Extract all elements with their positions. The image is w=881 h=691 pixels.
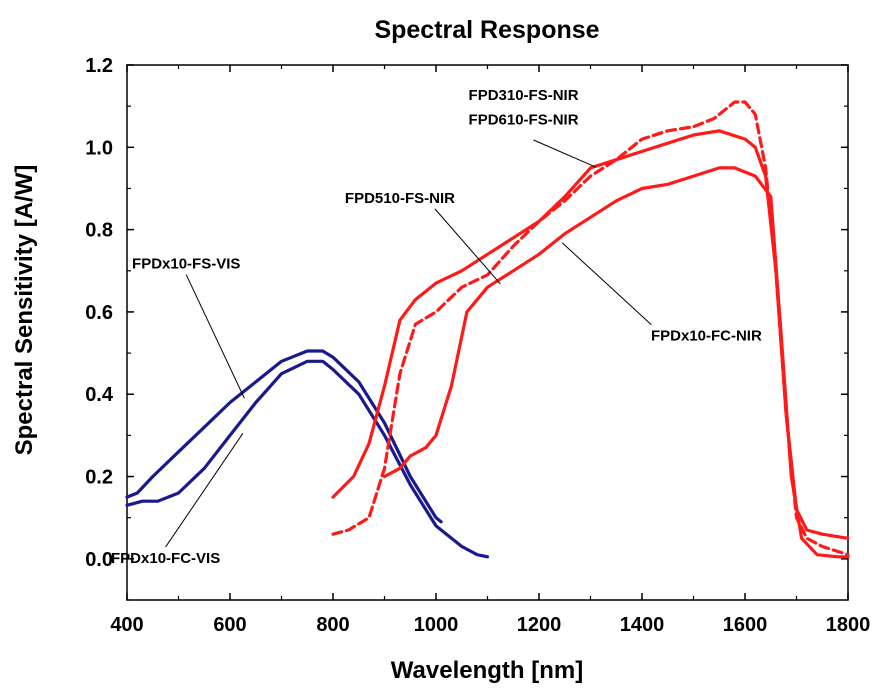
x-tick-label: 800 bbox=[316, 614, 349, 636]
y-tick-label: 0.2 bbox=[85, 467, 113, 489]
x-tick-label: 600 bbox=[213, 614, 246, 636]
annotation-leader bbox=[165, 433, 244, 548]
series-line-1 bbox=[125, 349, 443, 524]
x-tick-label: 1600 bbox=[723, 614, 768, 636]
annotation-leader bbox=[533, 139, 596, 168]
annotation-leader bbox=[434, 208, 501, 285]
series-line-4 bbox=[382, 166, 850, 559]
annotation-label: FPD310-FS-NIR bbox=[469, 87, 579, 104]
plot-area: 400 600 800 1000 1200 1400 1600 1800 0.0 0.2 0.4 0.… bbox=[85, 55, 870, 636]
y-tick-label: 1.2 bbox=[85, 55, 113, 77]
x-tick-label: 1000 bbox=[414, 614, 459, 636]
y-tick-label: 0.4 bbox=[85, 384, 114, 406]
annotation-label: FPD610-FS-NIR bbox=[469, 112, 579, 129]
annotation-label: FPDx10-FS-VIS bbox=[132, 256, 240, 273]
annotation-leader bbox=[561, 242, 652, 326]
x-tick-label: 1800 bbox=[826, 614, 871, 636]
chart-title: Spectral Response bbox=[374, 16, 599, 44]
annotation-leader bbox=[185, 274, 245, 399]
annotation-label: FPDx10-FC-NIR bbox=[651, 328, 762, 345]
y-tick-label: 0.0 bbox=[85, 549, 113, 571]
x-axis-label: Wavelength [nm] bbox=[391, 657, 583, 684]
x-tick-label: 1200 bbox=[517, 614, 562, 636]
y-tick-label: 0.8 bbox=[85, 220, 113, 242]
y-tick-label: 0.6 bbox=[85, 302, 113, 324]
y-tick-label: 1.0 bbox=[85, 137, 113, 159]
y-axis-label: Spectral Sensitivity [A/W] bbox=[11, 165, 38, 456]
x-tick-label: 1400 bbox=[620, 614, 665, 636]
series-line-0 bbox=[125, 359, 490, 559]
x-tick-label: 400 bbox=[110, 614, 143, 636]
annotation-label: FPD510-FS-NIR bbox=[345, 190, 455, 207]
annotation-label: FPDx10-FC-VIS bbox=[111, 550, 220, 567]
